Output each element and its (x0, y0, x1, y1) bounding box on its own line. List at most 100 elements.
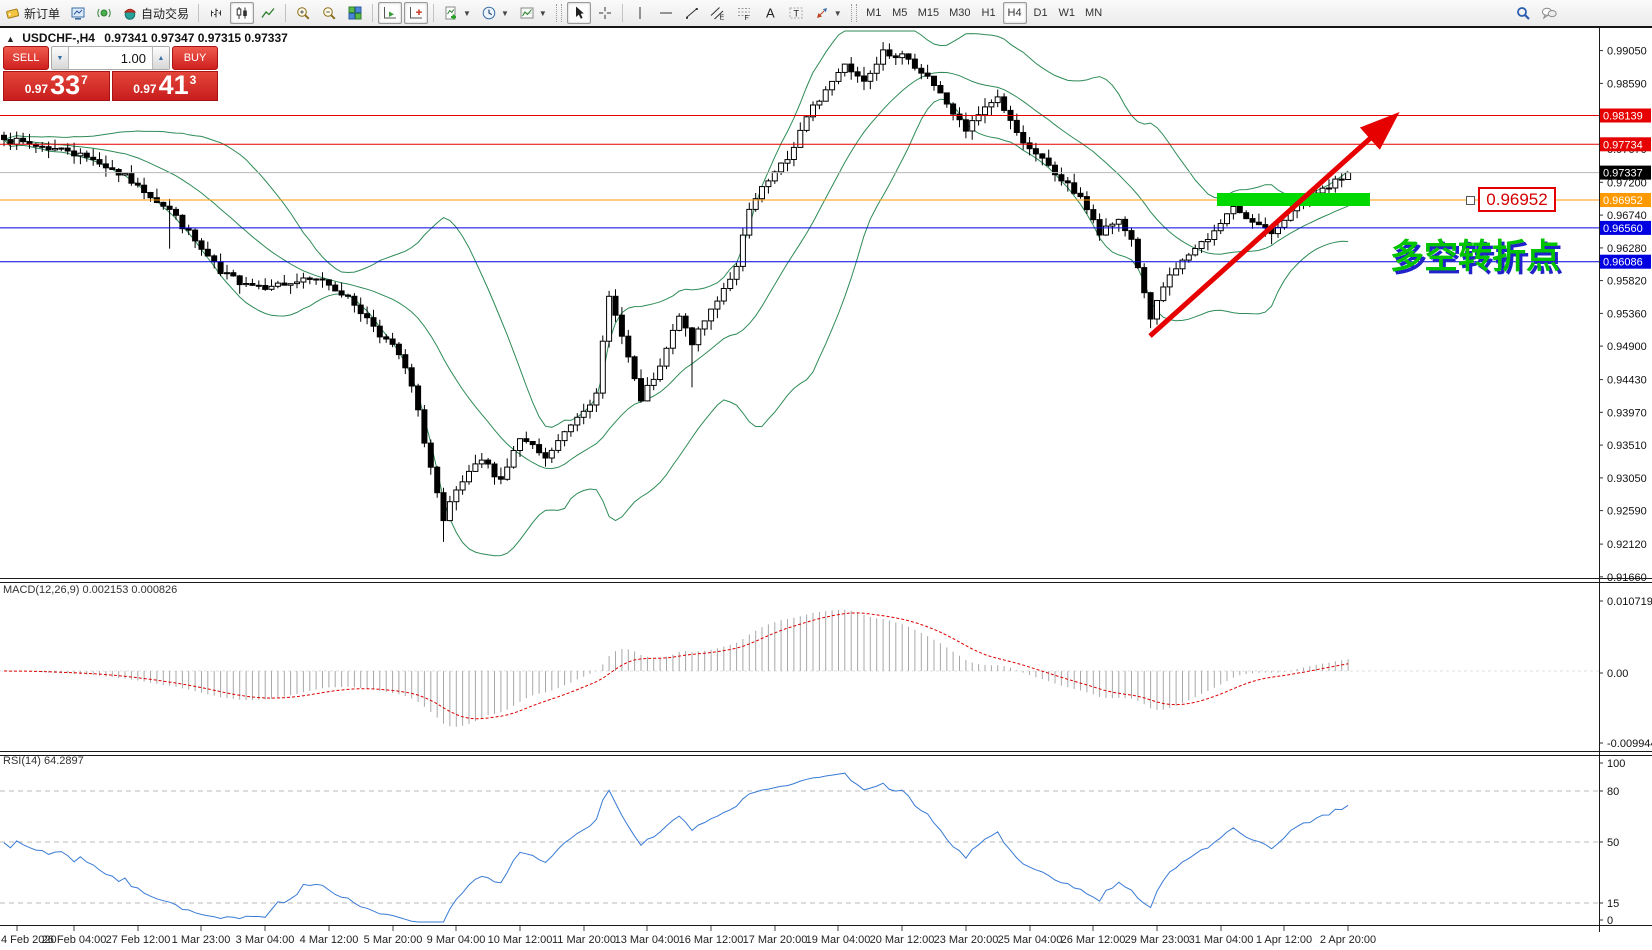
pane-separators[interactable] (0, 28, 1652, 932)
candle-chart-button[interactable] (230, 2, 255, 24)
chevron-down-icon[interactable]: ▼ (500, 8, 509, 18)
volume-increase-button[interactable]: ▲ (152, 47, 169, 69)
tf-m1-button[interactable]: M1 (862, 2, 886, 24)
macd-pane: 0.010719 0.00 -0.009944 (0, 596, 1652, 750)
fibo-icon: F (737, 8, 750, 21)
trendline-button[interactable] (680, 2, 704, 24)
chevron-down-icon[interactable]: ▼ (538, 8, 547, 18)
tf-h4-button-label: H4 (1007, 7, 1022, 19)
price-tick-label: 0.97200 (1607, 177, 1647, 189)
callout-anchor-handle[interactable] (1466, 196, 1475, 205)
zoom-in-button[interactable] (291, 2, 315, 24)
cursor-icon (575, 6, 584, 19)
tf-d1-button[interactable]: D1 (1029, 2, 1053, 24)
clock-icon (482, 6, 496, 20)
time-axis-label: 11 Mar 20:00 (552, 934, 616, 946)
chevron-down-icon[interactable]: ▼ (463, 8, 471, 18)
periods-button[interactable]: ▼ (477, 2, 513, 24)
note-text-shadow: 多空转折点 (1393, 241, 1563, 279)
time-axis-label: 4 Mar 12:00 (300, 934, 359, 946)
price-tick-label: 0.92120 (1607, 539, 1647, 551)
rsi-axis-label: 80 (1607, 786, 1619, 798)
tf-h1-button[interactable]: H1 (977, 2, 1001, 24)
tf-m30-button[interactable]: M30 (945, 2, 974, 24)
fibonacci-button[interactable]: F (732, 2, 756, 24)
price-tick-label: 0.93970 (1607, 407, 1647, 419)
note-text: 多空转折点 (1390, 238, 1560, 276)
text-button[interactable]: A (758, 2, 782, 24)
buy-button[interactable]: BUY (172, 46, 218, 70)
hline-button[interactable] (654, 2, 678, 24)
templates-button[interactable]: ▼ (515, 2, 551, 24)
robot-icon (123, 8, 137, 20)
buy-price-button[interactable]: 0.97 41 3 (111, 71, 218, 101)
bar-chart-button[interactable] (204, 2, 228, 24)
text-icon: A (766, 6, 775, 21)
sell-button[interactable]: SELL (3, 46, 49, 70)
signals-button[interactable] (92, 2, 116, 24)
vline-button[interactable] (628, 2, 652, 24)
crosshair-button[interactable] (593, 2, 617, 24)
collapse-icon[interactable]: ▲ (6, 34, 15, 44)
chart-shift-button[interactable] (404, 2, 429, 24)
symbol-period-label: USDCHF-,H4 (22, 31, 95, 45)
market-watch-button[interactable] (66, 2, 90, 24)
price-tick-label: 0.96280 (1607, 243, 1647, 255)
toolbar-separator (285, 4, 287, 22)
channel-button[interactable]: E (706, 2, 730, 24)
svg-text:A: A (766, 6, 775, 21)
tf-m15-button-label: M15 (917, 7, 940, 19)
tile-windows-button[interactable] (343, 2, 367, 24)
tf-h4-button[interactable]: H4 (1002, 2, 1027, 24)
time-axis-label: 9 Mar 04:00 (427, 934, 486, 946)
tf-m5-button[interactable]: M5 (888, 2, 912, 24)
linechart-icon (261, 8, 275, 18)
auto-scroll-button[interactable] (378, 2, 403, 24)
volume-decrease-button[interactable]: ▼ (52, 47, 69, 69)
sell-price-sup: 7 (81, 73, 88, 87)
bollinger-bands (3, 30, 1349, 557)
autotrading-button[interactable]: 自动交易 (118, 2, 193, 24)
time-axis-label: 31 Mar 04:00 (1189, 934, 1254, 946)
line-chart-button[interactable] (256, 2, 280, 24)
chat-button[interactable] (1537, 2, 1561, 24)
time-axis-label: 17 Mar 20:00 (743, 934, 808, 946)
macd-axis-label: -0.009944 (1607, 738, 1652, 750)
sell-price-button[interactable]: 0.97 33 7 (3, 71, 110, 101)
arrows-button[interactable]: ▼ (810, 2, 846, 24)
search-icon (1517, 7, 1530, 20)
vline-icon (639, 7, 641, 19)
search-button[interactable] (1511, 2, 1535, 24)
label-button[interactable]: T (784, 2, 808, 24)
label-icon: T (789, 7, 803, 19)
chevron-down-icon[interactable]: ▼ (833, 8, 842, 18)
bars-icon (211, 8, 222, 18)
ohlc-values: 0.97341 0.97347 0.97315 0.97337 (104, 31, 288, 45)
signal-icon (97, 8, 111, 18)
volume-input[interactable]: 1.00 (120, 50, 146, 66)
shift-icon (410, 7, 423, 19)
autoscroll-icon (384, 7, 397, 19)
cursor-button[interactable] (566, 2, 591, 24)
tf-mn-button[interactable]: MN (1081, 2, 1106, 24)
price-badge-label: 0.96952 (1603, 195, 1643, 207)
toolbar-separator (621, 4, 623, 22)
trend-arrow (1148, 111, 1400, 338)
hline-icon (659, 12, 672, 14)
zoom-out-button[interactable] (317, 2, 341, 24)
new-order-button[interactable]: 新订单 (1, 2, 64, 24)
tf-m15-button[interactable]: M15 (914, 2, 943, 24)
one-click-trading-panel: SELL ▼ 1.00 ▲ BUY 0.97 33 7 0.97 41 3 (3, 46, 218, 101)
tf-w1-button[interactable]: W1 (1055, 2, 1080, 24)
toolbar-grip (555, 4, 562, 22)
time-axis-label: 4 Feb 2020 (1, 934, 57, 946)
price-tick-label: 0.92590 (1607, 506, 1647, 518)
tf-m1-button-label: M1 (866, 7, 882, 19)
price-level-callout[interactable]: 0.96952 (1478, 187, 1556, 212)
indicators-button[interactable]: ▼ (439, 2, 475, 24)
time-axis-label: 10 Mar 12:00 (488, 934, 553, 946)
template-icon (520, 7, 534, 19)
